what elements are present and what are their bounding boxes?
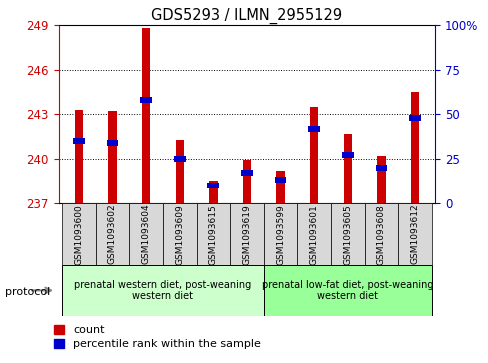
FancyBboxPatch shape — [297, 203, 330, 265]
Bar — [376, 156, 385, 203]
Bar — [274, 177, 286, 183]
Bar — [207, 183, 219, 188]
FancyBboxPatch shape — [163, 203, 196, 265]
FancyBboxPatch shape — [96, 203, 129, 265]
Bar — [173, 156, 185, 162]
Bar — [142, 28, 150, 203]
Text: GSM1093612: GSM1093612 — [410, 204, 419, 265]
Text: GSM1093602: GSM1093602 — [108, 204, 117, 265]
Bar — [73, 138, 84, 144]
FancyBboxPatch shape — [397, 203, 431, 265]
Bar — [241, 170, 252, 176]
FancyBboxPatch shape — [364, 203, 397, 265]
FancyBboxPatch shape — [330, 203, 364, 265]
Bar — [106, 140, 118, 146]
Bar — [209, 181, 217, 203]
Bar — [309, 107, 318, 203]
Text: GSM1093615: GSM1093615 — [208, 204, 217, 265]
Bar — [410, 92, 418, 203]
Bar — [343, 134, 351, 203]
Bar — [307, 126, 320, 131]
FancyBboxPatch shape — [62, 265, 263, 316]
Legend: count, percentile rank within the sample: count, percentile rank within the sample — [54, 325, 261, 349]
FancyBboxPatch shape — [230, 203, 263, 265]
FancyBboxPatch shape — [196, 203, 230, 265]
Bar — [108, 111, 117, 203]
Bar — [276, 171, 284, 203]
Title: GDS5293 / ILMN_2955129: GDS5293 / ILMN_2955129 — [151, 8, 342, 24]
Text: prenatal low-fat diet, post-weaning
western diet: prenatal low-fat diet, post-weaning west… — [262, 280, 433, 301]
Bar — [375, 165, 386, 171]
Bar — [341, 152, 353, 158]
Bar — [75, 110, 83, 203]
FancyBboxPatch shape — [263, 203, 297, 265]
Text: GSM1093601: GSM1093601 — [309, 204, 318, 265]
FancyBboxPatch shape — [129, 203, 163, 265]
Text: GSM1093604: GSM1093604 — [142, 204, 150, 265]
Text: prenatal western diet, post-weaning
western diet: prenatal western diet, post-weaning west… — [74, 280, 251, 301]
Text: protocol: protocol — [5, 287, 50, 297]
FancyBboxPatch shape — [263, 265, 431, 316]
Bar — [408, 115, 420, 121]
Text: GSM1093605: GSM1093605 — [343, 204, 351, 265]
Text: GSM1093599: GSM1093599 — [276, 204, 285, 265]
Text: GSM1093600: GSM1093600 — [74, 204, 83, 265]
Text: GSM1093609: GSM1093609 — [175, 204, 184, 265]
Text: GSM1093608: GSM1093608 — [376, 204, 385, 265]
Text: GSM1093619: GSM1093619 — [242, 204, 251, 265]
FancyBboxPatch shape — [62, 203, 96, 265]
Bar — [140, 97, 152, 103]
Bar — [242, 160, 251, 203]
Bar — [175, 139, 183, 203]
